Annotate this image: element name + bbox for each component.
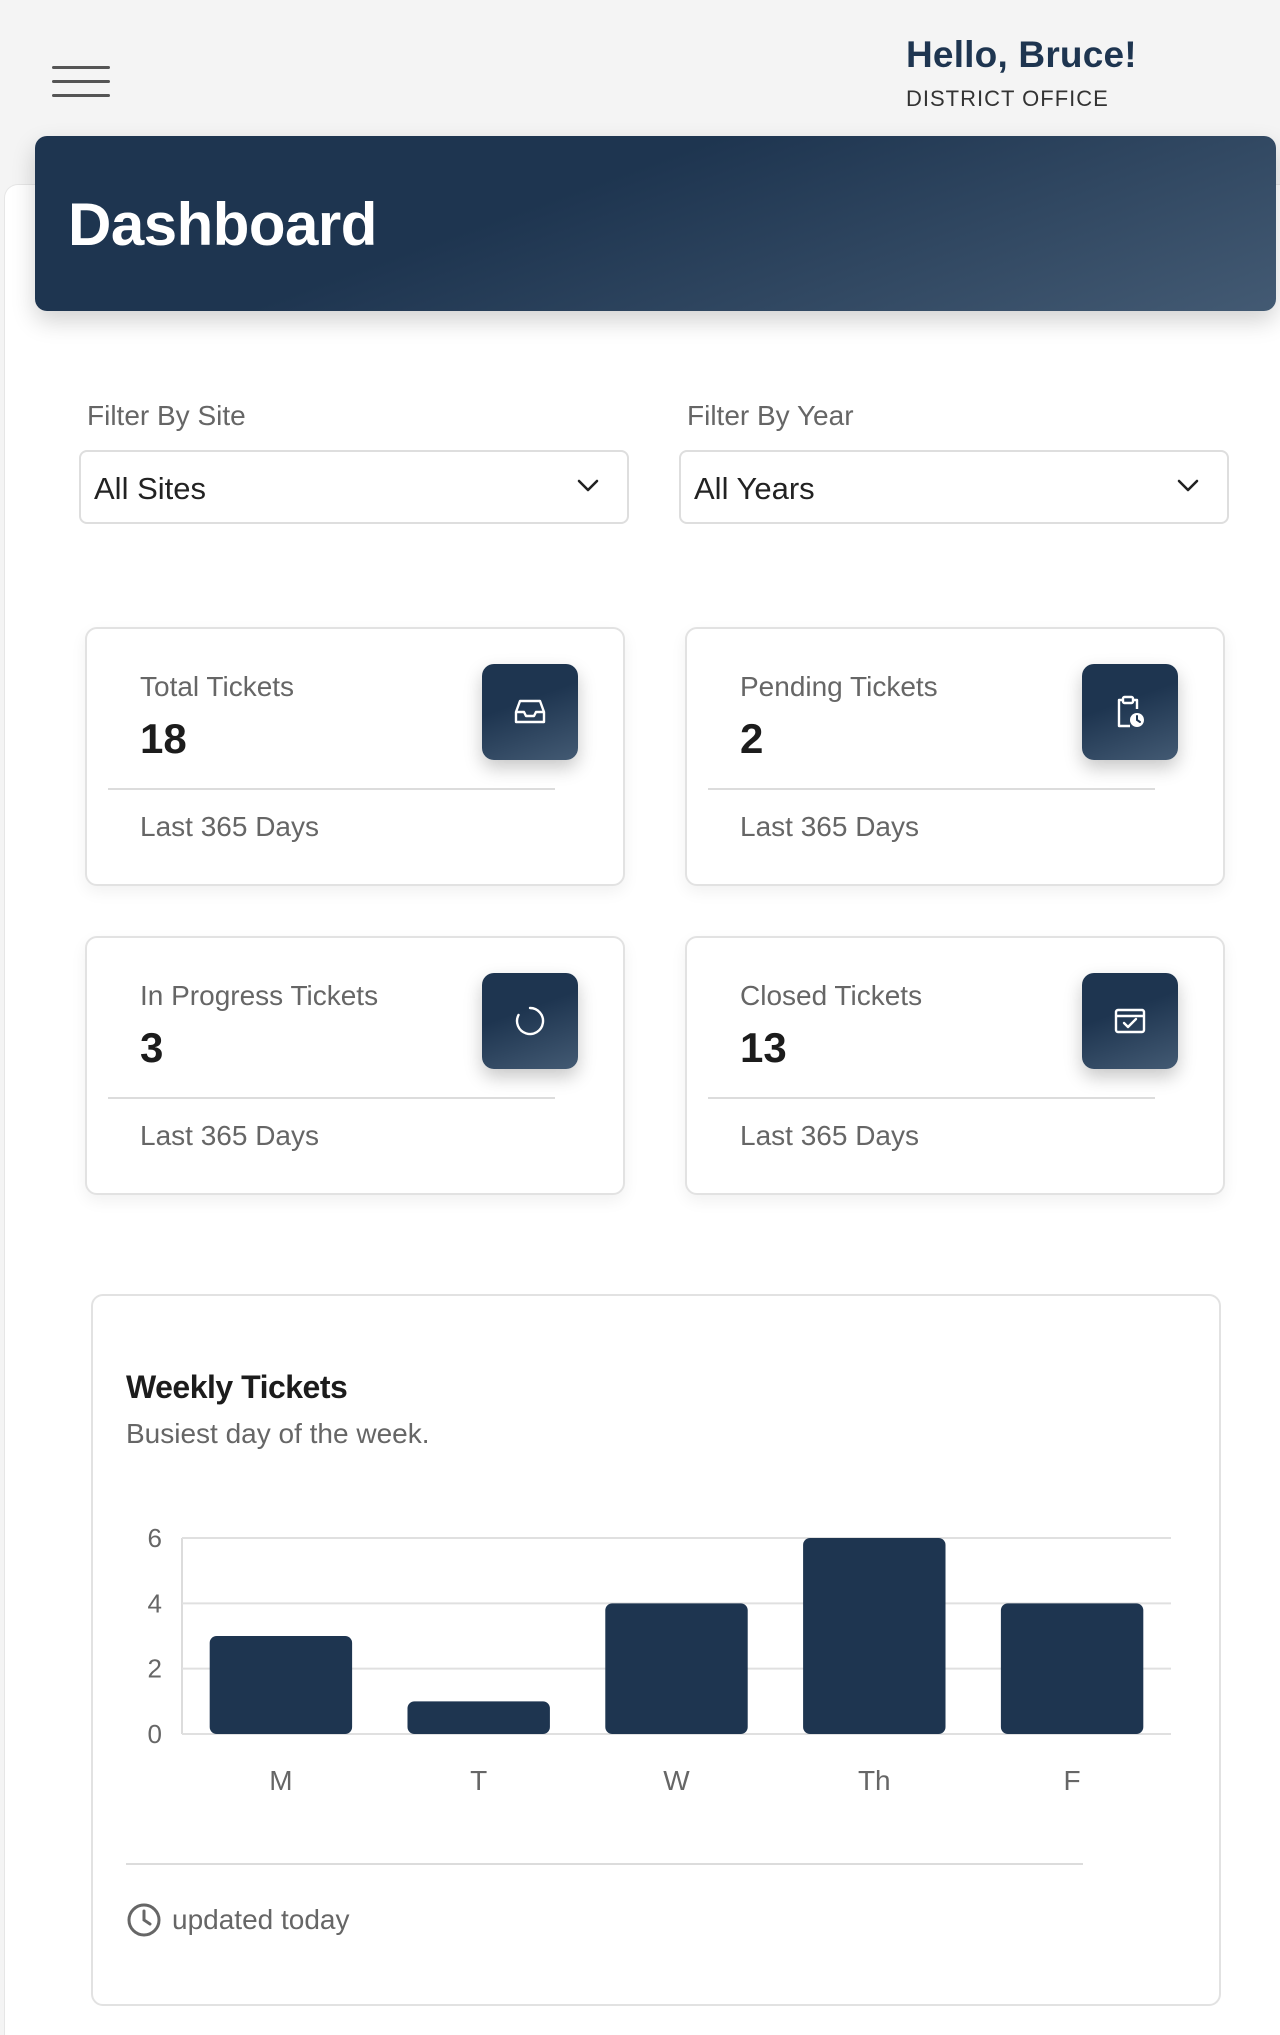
stat-footer: Last 365 Days (740, 811, 919, 842)
weekly-bar-chart: 0 2 4 6 M T W Th F (148, 1523, 1171, 1796)
stat-card-total: Total Tickets 18 Last 365 Days (85, 627, 625, 886)
spinner-icon (482, 973, 578, 1069)
top-bar: Hello, Bruce! DISTRICT OFFICE (0, 0, 1280, 140)
x-tick-label: M (269, 1765, 292, 1796)
chart-bar-f (1000, 1603, 1144, 1734)
chart-title: Weekly Tickets (126, 1369, 348, 1405)
stat-divider (708, 788, 1155, 790)
office-label: DISTRICT OFFICE (906, 86, 1109, 111)
updated-text: updated today (172, 1904, 350, 1935)
greeting-text: Hello, Bruce! (906, 34, 1137, 75)
chart-updated: updated today (126, 1902, 350, 1938)
stat-value: 2 (740, 715, 764, 762)
stat-card-pending: Pending Tickets 2 Last 365 Days (685, 627, 1225, 886)
stat-card-in-progress: In Progress Tickets 3 Last 365 Days (85, 936, 625, 1195)
stat-footer: Last 365 Days (740, 1120, 919, 1151)
stat-value: 3 (140, 1024, 164, 1071)
user-greeting: Hello, Bruce! DISTRICT OFFICE (906, 34, 1137, 112)
stat-card-closed: Closed Tickets 13 Last 365 Days (685, 936, 1225, 1195)
stat-title: Pending Tickets (740, 671, 938, 702)
site-select-value: All Sites (94, 471, 206, 506)
chart-bar-m (209, 1636, 353, 1734)
stat-divider (108, 1097, 555, 1099)
clock-icon (127, 1903, 161, 1937)
clipboard-clock-icon (1082, 664, 1178, 760)
chart-subtitle: Busiest day of the week. (126, 1418, 430, 1449)
year-filter-label: Filter By Year (687, 400, 854, 431)
stat-footer: Last 365 Days (140, 1120, 319, 1151)
inbox-icon (482, 664, 578, 760)
page-title: Dashboard (68, 191, 377, 258)
site-select[interactable]: All Sites (79, 450, 629, 524)
y-tick-label: 0 (148, 1719, 162, 1749)
stat-divider (108, 788, 555, 790)
stat-value: 13 (740, 1024, 787, 1071)
x-tick-label: Th (858, 1765, 891, 1796)
x-tick-label: T (470, 1765, 487, 1796)
chart-bar-w (605, 1603, 748, 1734)
x-tick-label: W (663, 1765, 690, 1796)
stat-title: Total Tickets (140, 671, 295, 702)
year-filter: Filter By Year All Years (679, 400, 1229, 524)
stat-footer: Last 365 Days (140, 811, 319, 842)
page-header: Dashboard (35, 136, 1276, 311)
year-select-value: All Years (694, 471, 815, 506)
hamburger-menu-icon[interactable] (52, 66, 110, 100)
year-select[interactable]: All Years (679, 450, 1229, 524)
stat-value: 18 (140, 715, 187, 762)
stat-title: Closed Tickets (740, 980, 923, 1011)
y-tick-label: 2 (148, 1654, 162, 1684)
weekly-tickets-card: Weekly Tickets Busiest day of the week. … (91, 1294, 1221, 2006)
y-tick-label: 6 (148, 1523, 162, 1553)
calendar-check-icon (1082, 973, 1178, 1069)
y-tick-label: 4 (148, 1588, 162, 1618)
x-tick-label: F (1064, 1765, 1081, 1796)
stat-title: In Progress Tickets (140, 980, 379, 1011)
stat-divider (708, 1097, 1155, 1099)
site-filter-label: Filter By Site (87, 400, 246, 431)
chart-bar-t (407, 1701, 550, 1734)
chevron-down-icon (577, 479, 599, 492)
chart-divider (126, 1863, 1083, 1865)
chart-bar-th (803, 1538, 946, 1734)
chevron-down-icon (1177, 479, 1199, 492)
site-filter: Filter By Site All Sites (79, 400, 629, 524)
